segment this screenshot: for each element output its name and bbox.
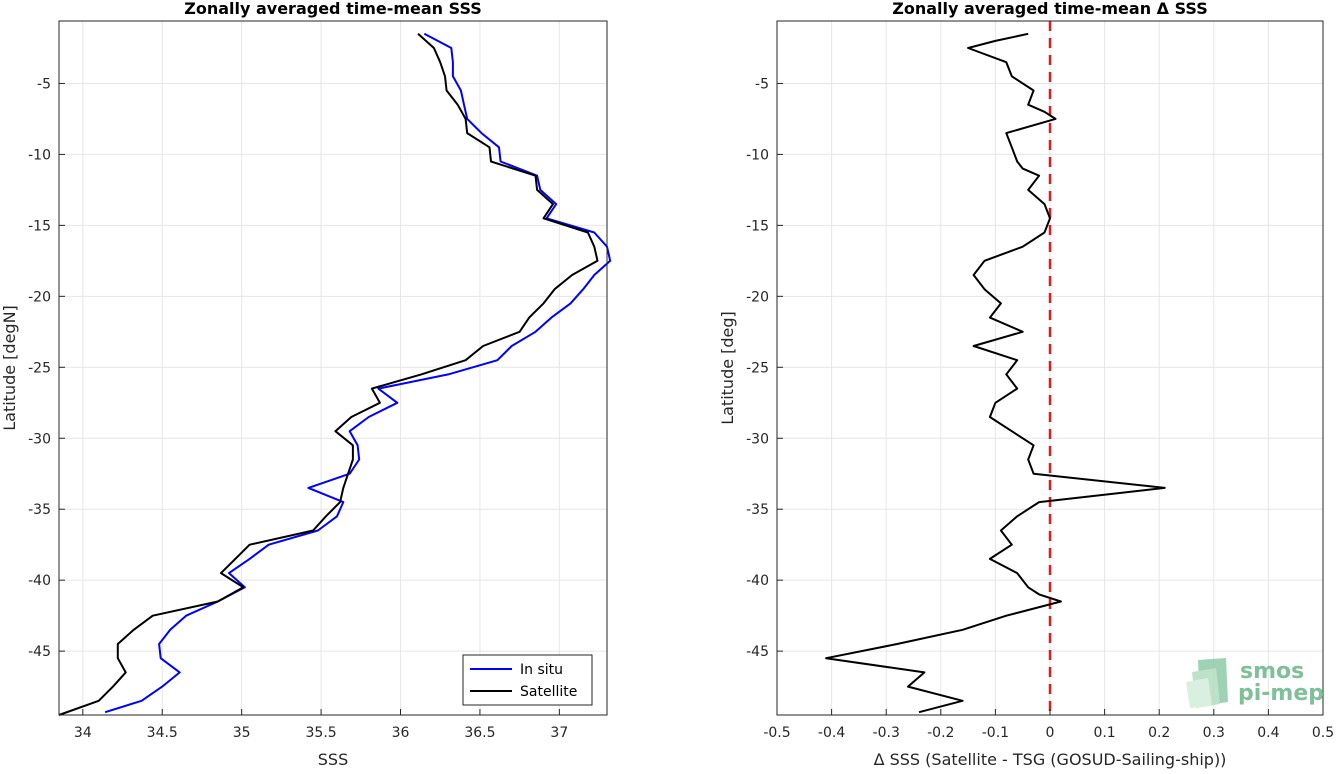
x-tick-label: 0.3	[1203, 725, 1225, 741]
y-tick-label: -15	[746, 218, 769, 234]
x-tick-label: -0.3	[873, 725, 900, 741]
x-tick-label: 0.4	[1257, 725, 1279, 741]
right-chart-title: Zonally averaged time-mean Δ SSS	[892, 0, 1208, 18]
x-tick-label: -0.5	[763, 725, 790, 741]
right-series-layer	[825, 32, 1166, 714]
y-tick-label: -5	[755, 76, 769, 92]
y-tick-label: -30	[746, 431, 769, 447]
legend-label-in-situ: In situ	[520, 662, 563, 678]
left-x-ticks: 34 34.5 35 35.5 36 36.5 37	[74, 709, 568, 741]
left-series-layer	[58, 32, 612, 716]
x-tick-label: 35.5	[306, 725, 337, 741]
x-tick-label: 0.2	[1148, 725, 1170, 741]
y-tick-label: -25	[28, 360, 51, 376]
x-tick-label: 0.5	[1312, 725, 1334, 741]
y-tick-label: -20	[28, 289, 51, 305]
logo-waves-icon	[1186, 658, 1228, 708]
left-plot-frame	[58, 20, 608, 716]
y-tick-label: -45	[28, 644, 51, 660]
series-line-satellite	[58, 33, 599, 716]
x-tick-label: 37	[550, 725, 568, 741]
y-tick-label: -5	[37, 76, 51, 92]
y-tick-label: -15	[28, 218, 51, 234]
left-x-axis-label: SSS	[318, 750, 348, 769]
x-tick-label: 0.1	[1093, 725, 1115, 741]
x-tick-label: 36	[392, 725, 410, 741]
legend-box	[462, 654, 593, 706]
y-tick-label: -25	[746, 360, 769, 376]
y-tick-label: -30	[28, 431, 51, 447]
x-tick-label: 34	[74, 725, 92, 741]
y-tick-label: -35	[28, 502, 51, 518]
left-plot-area	[59, 21, 607, 715]
x-tick-label: 0	[1046, 725, 1055, 741]
logo-text-pimep: pi-mep	[1238, 681, 1324, 706]
y-tick-label: -20	[746, 289, 769, 305]
left-gridlines	[59, 21, 607, 715]
right-y-axis-label: Latitude [deg]	[718, 311, 737, 425]
y-tick-label: -45	[746, 644, 769, 660]
x-tick-label: -0.4	[818, 725, 845, 741]
x-tick-label: 35	[233, 725, 251, 741]
right-x-axis-label: Δ SSS (Satellite - TSG (GOSUD-Sailing-sh…	[874, 750, 1227, 769]
right-chart: Zonally averaged time-mean Δ SSS -0.5 -0.…	[718, 0, 1334, 769]
y-tick-label: -10	[28, 147, 51, 163]
series-line-delta-sss	[825, 32, 1166, 714]
right-y-ticks: -45 -40 -35 -30 -25 -20 -15 -10 -5	[746, 76, 783, 660]
right-x-ticks: -0.5 -0.4 -0.3 -0.2 -0.1 0 0.1 0.2 0.3 0.4 0.5	[763, 709, 1334, 741]
smos-pimep-logo: smos pi-mep	[1186, 658, 1324, 708]
legend-label-satellite: Satellite	[520, 684, 577, 700]
left-chart: Zonally averaged time-mean SSS 34 34.5 35 3…	[0, 0, 612, 769]
y-tick-label: -40	[28, 573, 51, 589]
y-tick-label: -40	[746, 573, 769, 589]
left-y-axis-label: Latitude [degN]	[0, 305, 19, 431]
x-tick-label: 36.5	[464, 725, 495, 741]
legend: In situ Satellite	[462, 654, 593, 706]
x-tick-label: -0.2	[927, 725, 954, 741]
y-tick-label: -35	[746, 502, 769, 518]
left-chart-title: Zonally averaged time-mean SSS	[184, 0, 482, 18]
left-y-ticks: -45 -40 -35 -30 -25 -20 -15 -10 -5	[28, 76, 65, 660]
y-tick-label: -10	[746, 147, 769, 163]
logo-text-smos: smos	[1240, 659, 1304, 684]
x-tick-label: 34.5	[147, 725, 178, 741]
x-tick-label: -0.1	[982, 725, 1009, 741]
